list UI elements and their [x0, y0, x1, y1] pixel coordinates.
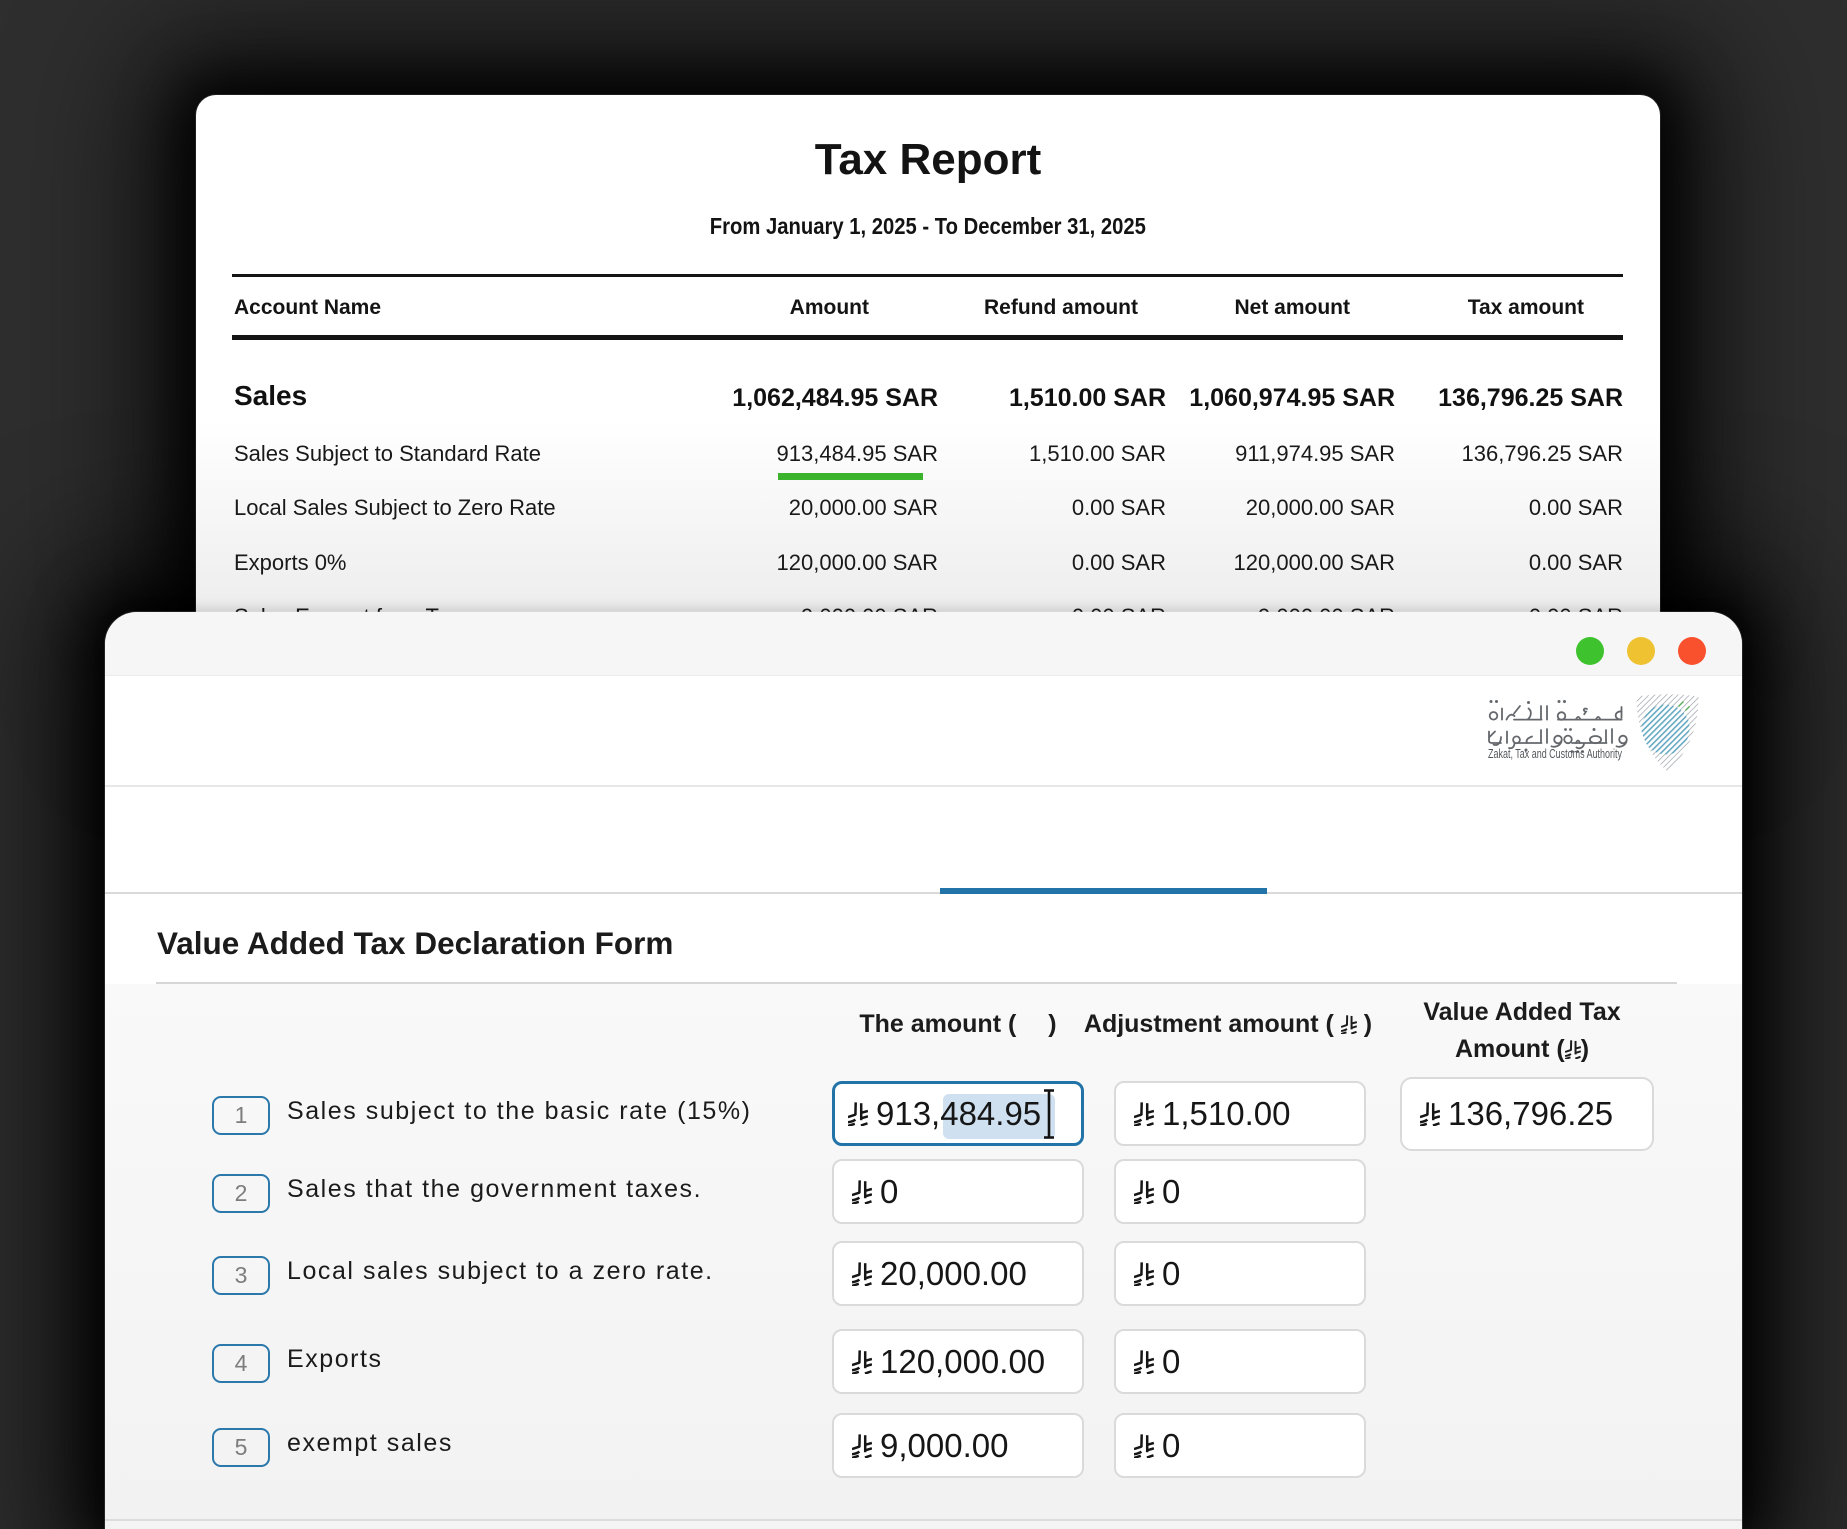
svg-text:Zakat, Tax and Customs Authori: Zakat, Tax and Customs Authority — [1488, 747, 1622, 761]
